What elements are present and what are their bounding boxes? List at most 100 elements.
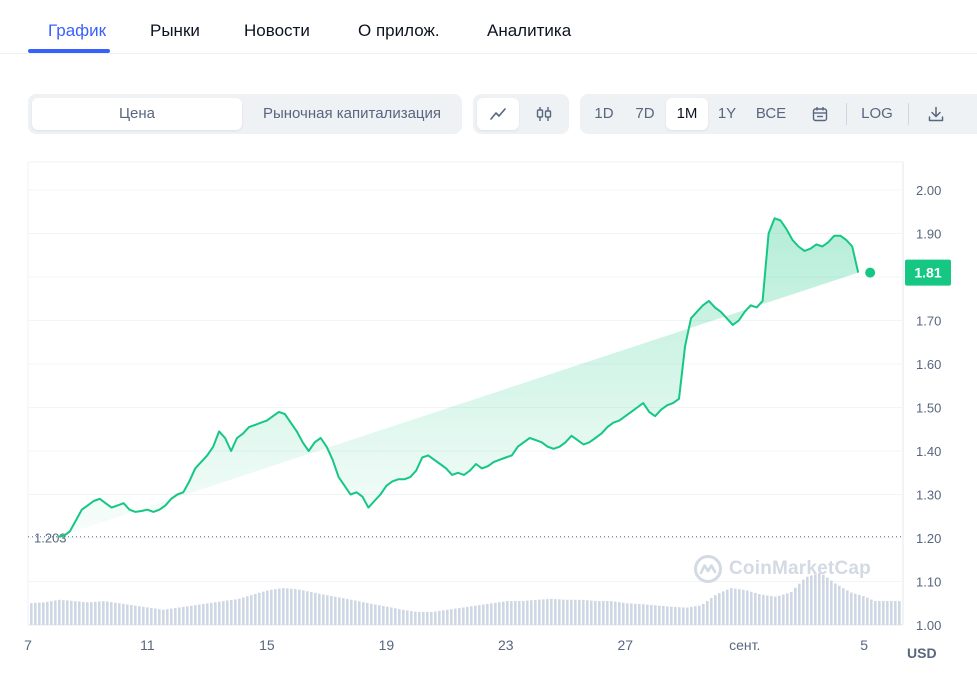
volume-bar [654,605,657,625]
volume-bar [858,594,861,625]
volume-bar [514,601,517,625]
volume-bar [846,590,849,625]
volume-bar [614,601,617,625]
range-1m-button[interactable]: 1M [666,98,708,130]
volume-bar [790,591,793,625]
volume-bar [226,600,229,625]
volume-bar [86,602,89,625]
tab-about[interactable]: О прилож. [358,21,440,40]
volume-bar [502,601,505,625]
volume-bar [122,603,125,625]
volume-bar [582,599,585,625]
candlestick-button[interactable] [523,98,565,130]
volume-bar [270,589,273,625]
volume-bar [66,600,69,625]
volume-bar [106,601,109,625]
y-tick-label: 1.20 [916,531,941,546]
volume-bar [874,601,877,625]
volume-bar [366,603,369,625]
volume-bar [182,606,185,625]
volume-bar [670,606,673,625]
volume-bar [406,610,409,625]
volume-bar [730,588,733,625]
volume-bar [802,579,805,625]
download-button[interactable] [916,98,956,130]
volume-bar [310,592,313,625]
tab-news[interactable]: Новости [244,21,310,40]
volume-bar [650,604,653,625]
volume-bar [262,591,265,625]
line-chart-button[interactable] [477,98,519,130]
volume-bar [634,603,637,625]
volume-bar [542,599,545,625]
volume-bar [70,600,73,625]
price-button[interactable]: Цена [32,98,242,130]
volume-bar [138,606,141,625]
volume-bar [486,603,489,625]
volume-bar [470,606,473,625]
volume-bar [382,605,385,625]
volume-bar [174,608,177,625]
toolbar-divider [908,103,909,125]
volume-bar [674,606,677,625]
volume-bar [526,600,529,625]
volume-bar [110,602,113,625]
volume-bar [258,592,261,625]
market-cap-button[interactable]: Рыночная капитализация [262,105,442,122]
tab-chart[interactable]: График [48,21,107,40]
volume-bar [566,599,569,625]
volume-bar [50,601,53,625]
date-range-button[interactable] [798,98,842,130]
range-7d-button[interactable]: 7D [635,105,655,122]
volume-bar [454,608,457,625]
volume-bar [286,588,289,625]
log-scale-button[interactable]: LOG [861,105,893,122]
volume-bar [214,602,217,625]
volume-bar [354,600,357,625]
volume-bar [838,585,841,625]
range-1y-button[interactable]: 1Y [717,105,737,122]
range-1d-button[interactable]: 1D [594,105,614,122]
volume-bar [490,603,493,625]
volume-bar [250,595,253,625]
volume-bar [866,597,869,625]
volume-bar [42,602,45,625]
volume-bar [302,590,305,625]
y-tick-label: 1.70 [916,314,941,329]
tab-analytics[interactable]: Аналитика [487,21,572,40]
volume-bar [662,606,665,625]
volume-bar [278,588,281,625]
volume-bar [886,601,889,625]
volume-bar [450,609,453,625]
volume-bar [386,606,389,625]
volume-bar [62,600,65,625]
volume-bar [710,598,713,625]
volume-bar [570,599,573,625]
volume-bar [606,601,609,625]
volume-bar [862,596,865,625]
volume-bar [758,594,761,625]
price-area [57,218,859,537]
tab-markets[interactable]: Рынки [150,21,200,40]
volume-bar [666,606,669,625]
volume-bar [82,601,85,625]
volume-bar [818,573,821,625]
price-chart[interactable]: 1.203 2.001.901.801.701.601.501.401.301.… [0,140,977,682]
volume-bar [166,609,169,625]
volume-bar [54,600,57,625]
volume-bar [58,599,61,625]
volume-bar [562,599,565,625]
volume-bar [646,604,649,625]
volume-bar [554,599,557,625]
volume-bar [318,593,321,625]
range-all-button[interactable]: ВСЕ [755,105,787,122]
current-price: 1.81 [865,259,951,286]
volume-bar [154,608,157,625]
volume-bar [422,611,425,625]
volume-bar [158,609,161,625]
volume-bar [770,596,773,625]
volume-bar [574,599,577,625]
y-tick-label: 1.60 [916,357,941,372]
x-tick-label: 19 [379,637,395,653]
volume-bar [850,592,853,625]
